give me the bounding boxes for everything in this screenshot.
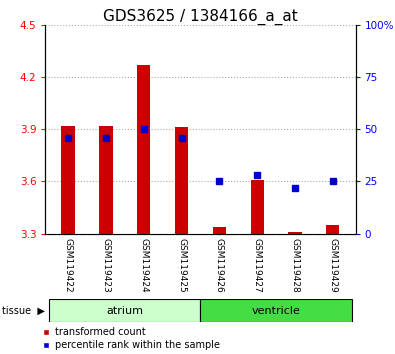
Bar [137,65,150,234]
Text: ventricle: ventricle [252,306,301,316]
Text: GSM119427: GSM119427 [253,238,261,292]
Bar [49,299,201,322]
Text: GSM119429: GSM119429 [328,238,337,292]
Text: atrium: atrium [106,306,143,316]
Bar [326,225,339,234]
Text: GSM119422: GSM119422 [64,238,73,292]
Bar [201,299,352,322]
Bar [99,126,113,234]
Text: GSM119424: GSM119424 [139,238,148,292]
Text: tissue  ▶: tissue ▶ [2,306,45,316]
Text: GSM119428: GSM119428 [290,238,299,292]
Text: GSM119425: GSM119425 [177,238,186,292]
Bar [250,180,264,234]
Title: GDS3625 / 1384166_a_at: GDS3625 / 1384166_a_at [103,8,298,25]
Bar [288,232,302,234]
Legend: transformed count, percentile rank within the sample: transformed count, percentile rank withi… [42,327,220,350]
Text: GSM119426: GSM119426 [215,238,224,292]
Bar [175,127,188,234]
Bar [213,227,226,234]
Text: GSM119423: GSM119423 [102,238,111,292]
Bar [62,126,75,234]
